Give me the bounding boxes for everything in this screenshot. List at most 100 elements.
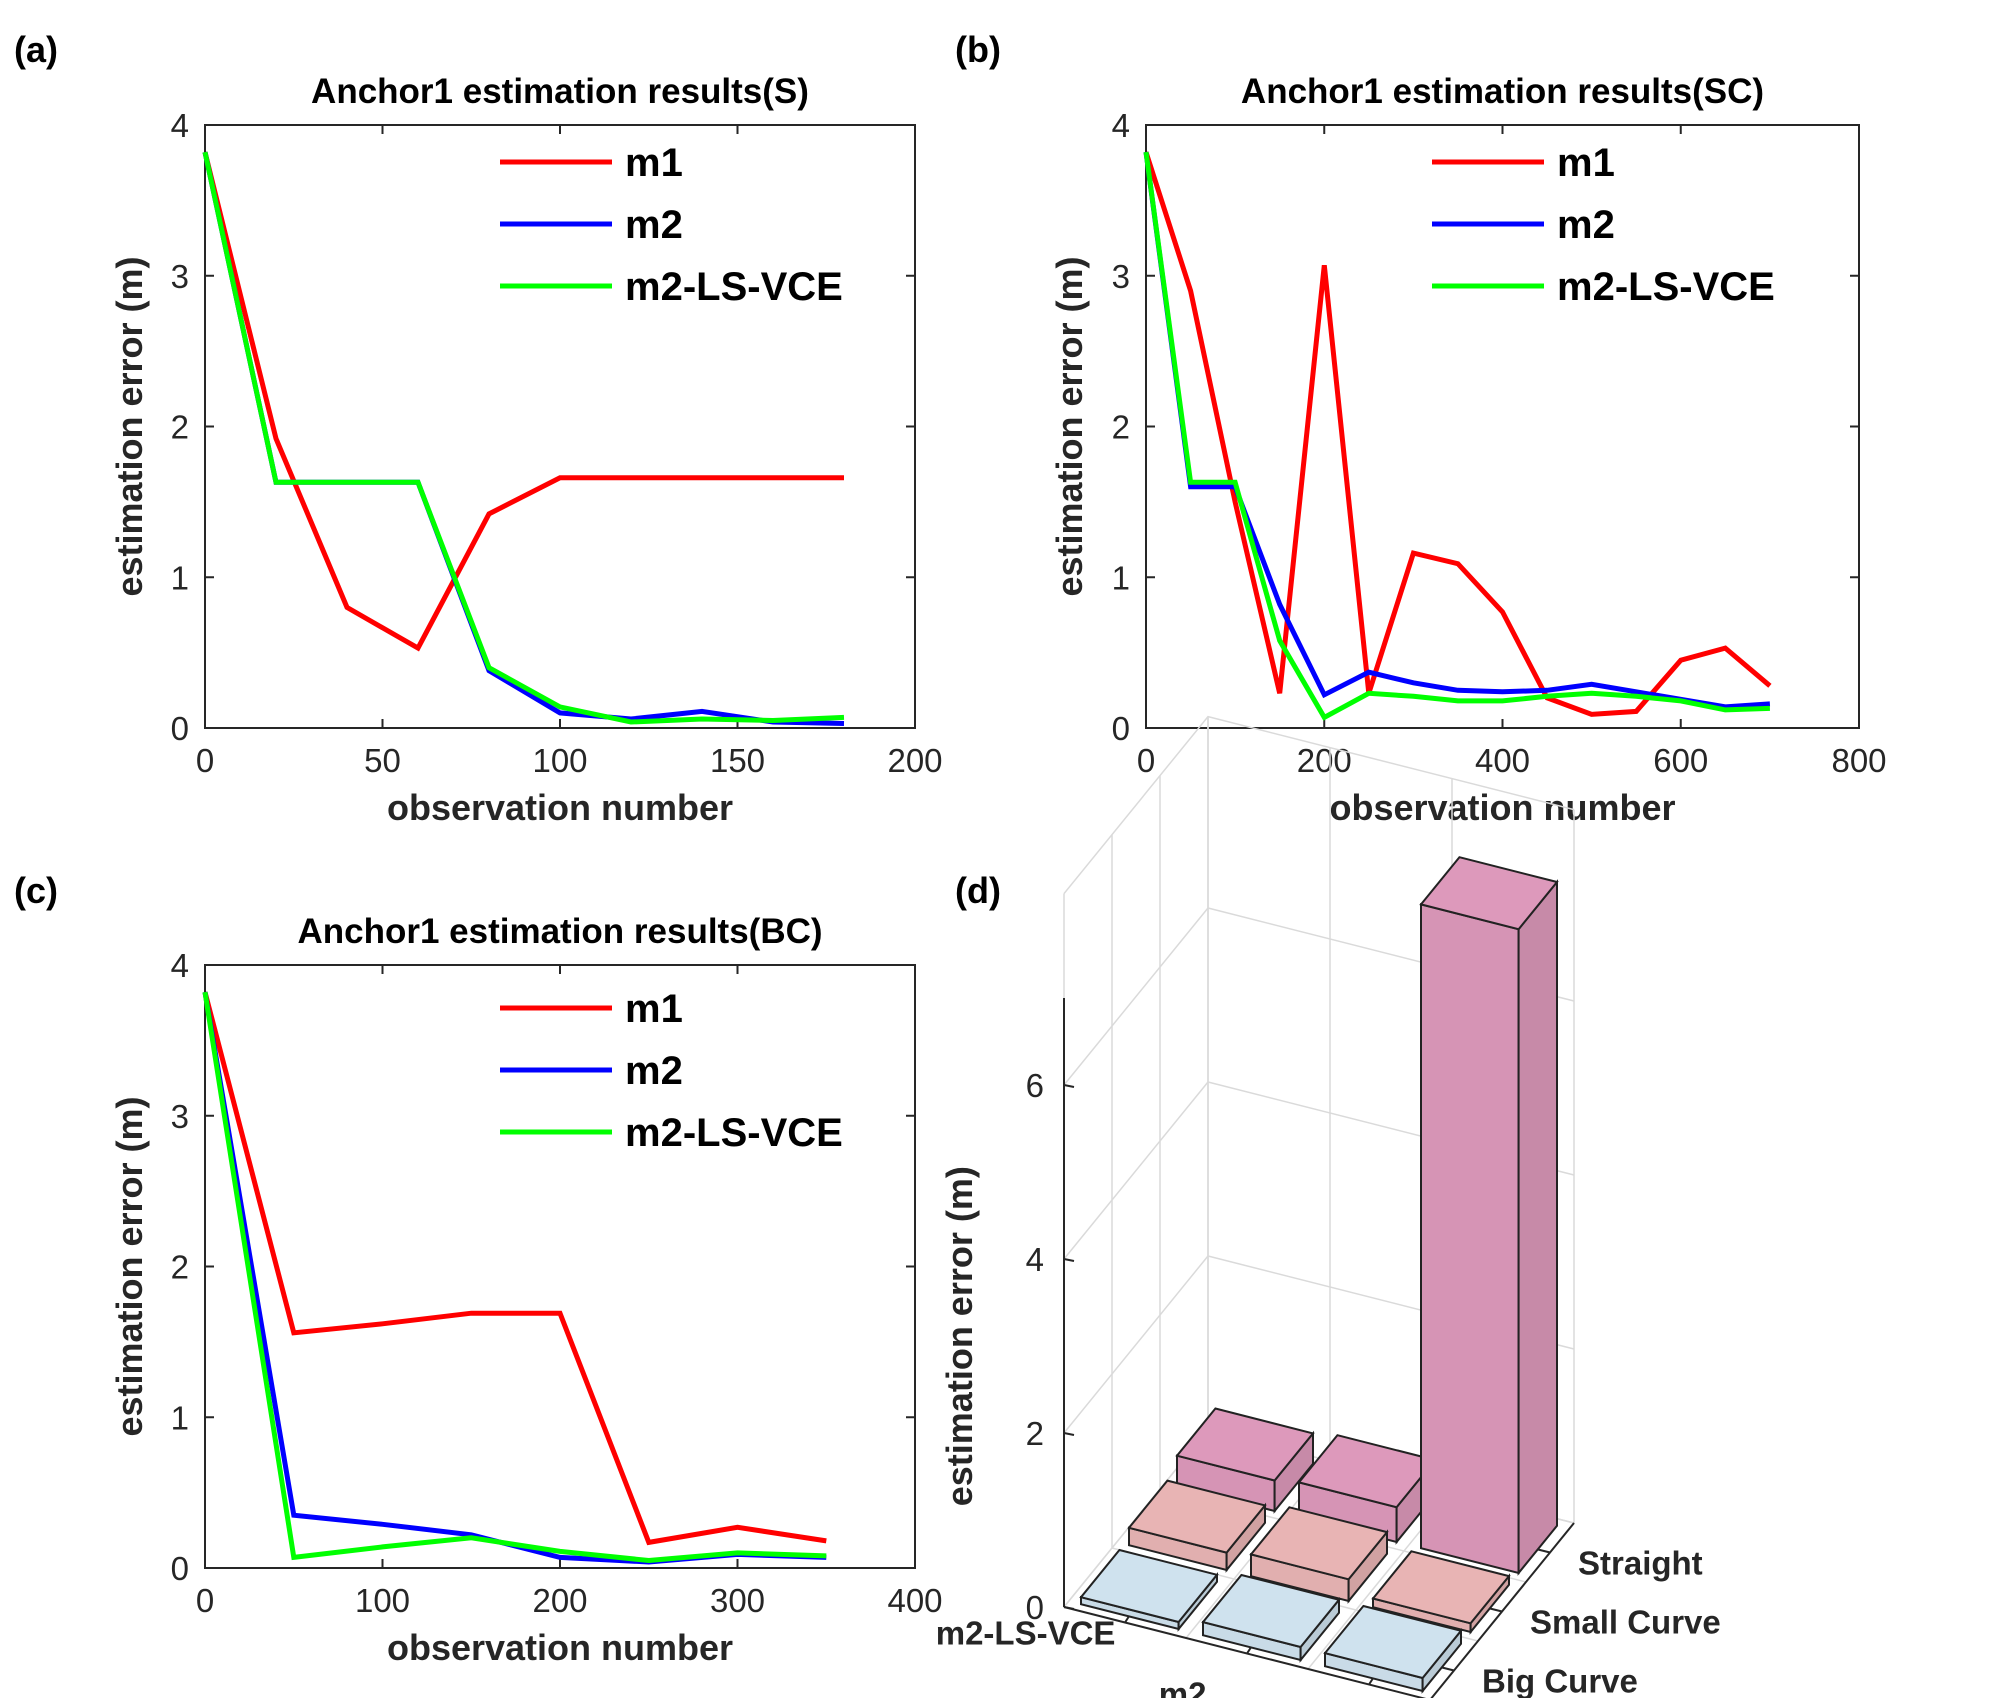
panel-label: (a) [14, 29, 58, 70]
bar-m2-ls-vce-small-curve [1127, 1479, 1267, 1573]
x-tick-label: 50 [364, 742, 401, 779]
chart-c: (c) Anchor1 estimation results(BC) 0 100 200… [14, 870, 943, 1668]
chart-title: Anchor1 estimation results(SC) [1241, 72, 1764, 111]
bar-m2-ls-vce-big-curve [1079, 1548, 1219, 1632]
bar-top-face [1175, 1407, 1315, 1482]
bar-top-face [1201, 1573, 1341, 1649]
y-tick-label: 1 [1112, 559, 1130, 596]
y-tick-label: 2 [171, 409, 189, 446]
y-tick-label: 2 [1112, 409, 1130, 446]
method-label-m2: m2 [1159, 1675, 1207, 1698]
bar-top-face [1371, 1550, 1511, 1625]
y-tick-mark [1489, 1607, 1503, 1613]
panel-label: (c) [14, 870, 58, 911]
z-tick-label: 4 [1026, 1241, 1044, 1278]
y-tick-label: 0 [1112, 710, 1130, 747]
scenario-label-straight: Straight [1578, 1545, 1703, 1582]
y-tick-label: 1 [171, 559, 189, 596]
x-tick-label: 0 [196, 1582, 214, 1619]
x-tick-label: 0 [1137, 742, 1155, 779]
bar-top-face [1249, 1506, 1389, 1581]
y-tick-mark [1441, 1666, 1455, 1672]
bar-top-face [1297, 1434, 1437, 1509]
x-tick-label: 100 [355, 1582, 410, 1619]
plot-area [204, 964, 916, 1569]
series-line-m2-ls-vce [202, 991, 827, 1564]
legend-label: m2 [1557, 203, 1615, 247]
z-tick-mark [1063, 1432, 1075, 1436]
y-tick-label: 4 [171, 947, 189, 984]
bar-m2-straight [1297, 1434, 1437, 1545]
bar-m2-small-curve [1249, 1506, 1389, 1604]
scenario-label-small-curve: Small Curve [1530, 1604, 1721, 1641]
bar-m2-ls-vce-straight [1175, 1407, 1315, 1514]
x-tick-label: 300 [710, 1582, 765, 1619]
series-line-m1 [202, 991, 827, 1546]
bar-m1-big-curve [1323, 1604, 1463, 1694]
bar-m1-straight [1419, 856, 1559, 1576]
series-line-m1 [1143, 151, 1772, 717]
x-axis-label: observation number [387, 1627, 733, 1668]
z-axis-label: estimation error (m) [939, 1166, 980, 1506]
y-tick-label: 3 [171, 1098, 189, 1135]
z-tick-label: 6 [1026, 1067, 1044, 1104]
y-axis-label: estimation error (m) [1049, 256, 1090, 596]
bar-top-face [1419, 856, 1559, 931]
y-tick-label: 3 [1112, 258, 1130, 295]
bar-front-face [1420, 903, 1520, 1575]
bar-side-face [1517, 879, 1558, 1576]
y-tick-label: 0 [171, 710, 189, 747]
chart-title: Anchor1 estimation results(S) [311, 72, 809, 111]
series-line-m2-ls-vce [202, 151, 845, 725]
bar-top-face [1323, 1604, 1463, 1680]
y-tick-label: 2 [171, 1249, 189, 1286]
y-tick-mark [1537, 1548, 1551, 1554]
y-axis-label: estimation error (m) [109, 1096, 150, 1436]
series-line-m1 [202, 151, 844, 652]
series-line-m2-ls-vce [1143, 151, 1770, 721]
method-label-m2-ls-vce: m2-LS-VCE [936, 1614, 1116, 1651]
chart-title: Anchor1 estimation results(BC) [297, 912, 822, 951]
x-tick-label: 200 [532, 1582, 587, 1619]
legend-label: m1 [625, 141, 683, 185]
legend-label: m2-LS-VCE [625, 265, 843, 309]
chart-b: (b) Anchor1 estimation results(SC) 0 200 400… [955, 29, 1887, 828]
chart-a: (a) Anchor1 estimation results(S) 0 50 100 15… [14, 29, 943, 828]
bar-m2-big-curve [1201, 1573, 1341, 1663]
legend-label: m2 [625, 203, 683, 247]
legend-label: m1 [625, 987, 683, 1031]
y-tick-label: 4 [171, 107, 189, 144]
scenario-label-big-curve: Big Curve [1482, 1663, 1638, 1698]
x-tick-label: 800 [1831, 742, 1886, 779]
legend-label: m2-LS-VCE [625, 1111, 843, 1155]
x-tick-label: 600 [1653, 742, 1708, 779]
z-tick-mark [1063, 1258, 1075, 1262]
panel-label: (b) [955, 29, 1001, 70]
x-tick-label: 150 [710, 742, 765, 779]
x-tick-label: 200 [1297, 742, 1352, 779]
y-tick-label: 4 [1112, 107, 1130, 144]
z-tick-label: 0 [1026, 1589, 1044, 1626]
y-axis-label: estimation error (m) [109, 256, 150, 596]
x-axis-label: observation number [387, 787, 733, 828]
plot-area [204, 124, 916, 729]
x-tick-label: 400 [887, 1582, 942, 1619]
bar-top-face [1079, 1548, 1219, 1624]
x-tick-label: 100 [532, 742, 587, 779]
z-tick-mark [1063, 1084, 1075, 1088]
z-tick-label: 2 [1026, 1415, 1044, 1452]
x-axis-label: observation number [1329, 787, 1675, 828]
bar-top-face [1127, 1479, 1267, 1554]
legend-label: m2-LS-VCE [1557, 265, 1775, 309]
bar-m1-small-curve [1371, 1550, 1511, 1635]
y-tick-label: 0 [171, 1550, 189, 1587]
legend-label: m2 [625, 1049, 683, 1093]
grid-line [1063, 715, 1575, 895]
x-tick-label: 400 [1475, 742, 1530, 779]
x-tick-label: 200 [887, 742, 942, 779]
y-tick-label: 3 [171, 258, 189, 295]
panel-label: (d) [955, 870, 1001, 911]
y-tick-label: 1 [171, 1399, 189, 1436]
